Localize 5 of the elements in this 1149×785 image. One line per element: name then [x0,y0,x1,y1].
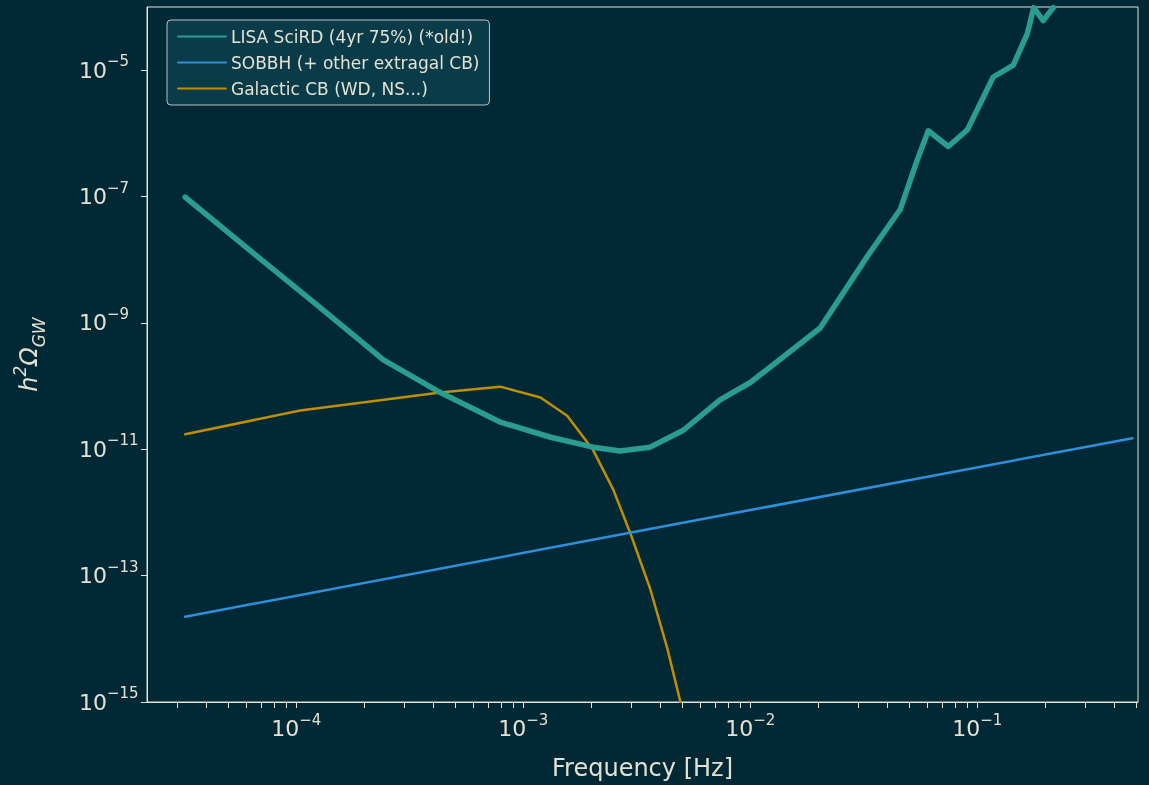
y-axis-title: h2ΩGW [9,316,49,392]
legend-label: Galactic CB (WD, NS...) [231,78,428,99]
legend-label: LISA SciRD (4yr 75%) (*old!) [231,26,474,47]
x-axis-title: Frequency [Hz] [552,754,733,782]
legend-label: SOBBH (+ other extragal CB) [231,52,480,73]
